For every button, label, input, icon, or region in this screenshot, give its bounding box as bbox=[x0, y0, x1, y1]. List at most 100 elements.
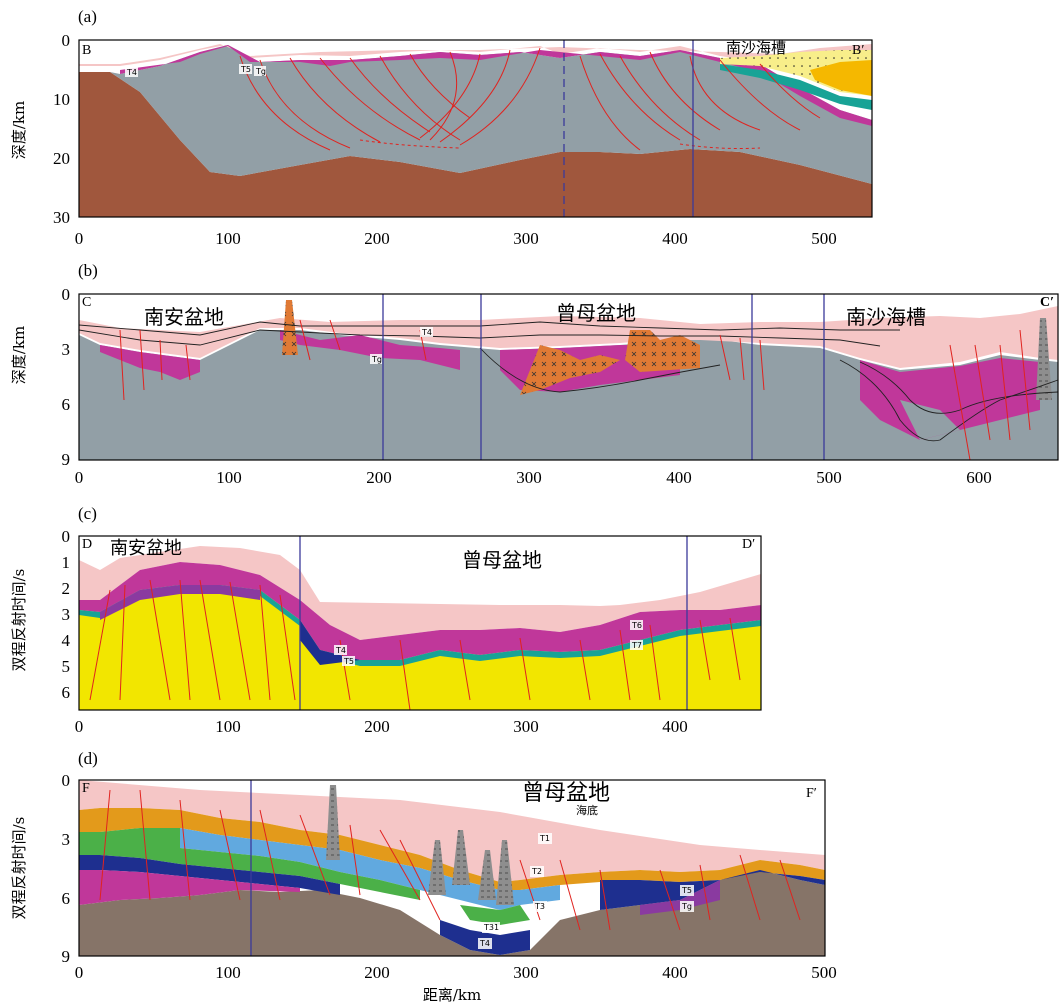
y-tick: 3 bbox=[62, 830, 71, 849]
panel-d-x-ticks: 0 100 200 300 400 500 bbox=[75, 963, 837, 982]
horizon-label: T2 bbox=[531, 867, 542, 876]
horizon-label: T31 bbox=[483, 923, 499, 932]
panel-d-basement bbox=[79, 870, 825, 956]
horizon-label: T3 bbox=[534, 902, 545, 911]
panel-d-region-1: 海底 bbox=[576, 803, 598, 817]
panel-b-faults bbox=[119, 319, 1031, 461]
x-tick: 400 bbox=[662, 229, 688, 248]
panel-c-label: (c) bbox=[78, 504, 97, 523]
panel-b-horizon-labels: T4 Tg bbox=[370, 327, 433, 364]
x-tick: 200 bbox=[364, 717, 390, 736]
y-tick: 2 bbox=[62, 579, 71, 598]
y-tick: 6 bbox=[62, 395, 71, 414]
panel-c-faults bbox=[89, 579, 741, 711]
y-tick: 6 bbox=[62, 683, 71, 702]
panel-a-ylabel: 深度/km bbox=[10, 101, 28, 159]
y-tick: 1 bbox=[62, 553, 71, 572]
y-tick: 30 bbox=[53, 208, 70, 227]
y-tick: 4 bbox=[62, 631, 71, 650]
panel-a-faults bbox=[239, 47, 821, 151]
y-tick: 0 bbox=[62, 285, 71, 304]
panel-d-horizon-labels: T1 T2 T3 T31 T4 T5 Tg bbox=[478, 833, 694, 949]
panel-a-x-ticks: 0 100 200 300 400 500 bbox=[75, 229, 837, 248]
panel-b-y-ticks: 0 3 6 9 bbox=[62, 285, 71, 469]
y-tick: 9 bbox=[62, 947, 71, 966]
x-tick: 0 bbox=[75, 963, 84, 982]
y-tick: 5 bbox=[62, 657, 71, 676]
x-tick: 500 bbox=[811, 963, 837, 982]
panel-d: (d) 双程反射时间/s bbox=[10, 749, 837, 982]
x-tick: 300 bbox=[516, 468, 542, 487]
x-tick: 500 bbox=[811, 229, 837, 248]
y-tick: 3 bbox=[62, 605, 71, 624]
y-tick: 9 bbox=[62, 450, 71, 469]
panel-d-pink bbox=[79, 780, 825, 882]
panel-c-y-ticks: 0 1 2 3 4 5 6 bbox=[62, 527, 71, 702]
y-tick: 0 bbox=[62, 771, 71, 790]
panel-b-ylabel: 深度/km bbox=[10, 326, 28, 384]
panel-c-region-1: 曾母盆地 bbox=[462, 548, 542, 572]
y-tick: 20 bbox=[53, 149, 70, 168]
x-tick: 100 bbox=[215, 229, 241, 248]
horizon-label: T4 bbox=[335, 646, 346, 655]
panel-b-region-2: 南沙海槽 bbox=[846, 305, 926, 329]
horizon-label: Tg bbox=[255, 67, 266, 76]
panel-b-horizon-lines bbox=[78, 321, 1059, 442]
x-tick: 100 bbox=[216, 468, 242, 487]
panel-b-left-end: C bbox=[82, 295, 91, 310]
panel-b-region-1: 曾母盆地 bbox=[556, 301, 636, 325]
panel-b-basement bbox=[79, 330, 1058, 460]
x-tick: 100 bbox=[215, 717, 241, 736]
panel-d-right-end: F′ bbox=[806, 786, 817, 801]
panel-a-region-0: 南沙海槽 bbox=[726, 39, 786, 57]
panel-d-left-end: F bbox=[82, 781, 90, 796]
panel-b-pink bbox=[79, 306, 1058, 368]
panel-a-right-end: B′ bbox=[852, 43, 864, 58]
panel-d-label: (d) bbox=[78, 749, 98, 768]
x-tick: 0 bbox=[75, 468, 84, 487]
x-tick: 100 bbox=[215, 963, 241, 982]
panel-a-label: (a) bbox=[78, 7, 97, 26]
x-tick: 400 bbox=[666, 468, 692, 487]
y-tick: 3 bbox=[62, 340, 71, 359]
panel-d-ylabel: 双程反射时间/s bbox=[10, 817, 28, 920]
panel-a-left-end: B bbox=[82, 43, 91, 58]
panel-c-region-0: 南安盆地 bbox=[110, 538, 182, 559]
y-tick: 10 bbox=[53, 90, 70, 109]
panel-a-basement bbox=[110, 45, 872, 184]
panel-c-left-end: D bbox=[82, 537, 92, 552]
x-tick: 0 bbox=[75, 717, 84, 736]
panel-b: (b) 深度/km bbox=[10, 261, 1059, 487]
x-tick: 0 bbox=[75, 229, 84, 248]
panel-b-label: (b) bbox=[78, 261, 98, 280]
horizon-label: T6 bbox=[631, 621, 642, 630]
panel-b-region-0: 南安盆地 bbox=[144, 305, 224, 329]
panel-c-ylabel: 双程反射时间/s bbox=[10, 569, 28, 672]
x-tick: 400 bbox=[662, 717, 688, 736]
y-tick: 6 bbox=[62, 889, 71, 908]
horizon-label: T4 bbox=[479, 939, 490, 948]
panel-c-yellow bbox=[79, 585, 761, 710]
horizon-label: T7 bbox=[631, 641, 642, 650]
panel-a-mantle bbox=[79, 72, 872, 217]
x-tick: 300 bbox=[513, 963, 539, 982]
x-tick: 200 bbox=[364, 229, 390, 248]
panel-b-right-end: C′ bbox=[1040, 295, 1054, 310]
x-axis-label: 距离/km bbox=[423, 986, 481, 1004]
horizon-label: T1 bbox=[539, 834, 550, 843]
x-tick: 200 bbox=[366, 468, 392, 487]
panel-a: (a) 深度/km bbox=[10, 7, 873, 248]
panel-c: (c) 双程反射时间/s bbox=[10, 504, 762, 736]
x-tick: 500 bbox=[816, 468, 842, 487]
horizon-label: T5 bbox=[240, 65, 251, 74]
panel-c-right-end: D′ bbox=[742, 537, 755, 552]
horizon-label: T5 bbox=[681, 886, 692, 895]
x-tick: 400 bbox=[662, 963, 688, 982]
panel-c-pink bbox=[79, 546, 761, 640]
panel-a-pink bbox=[79, 44, 872, 66]
panel-c-horizon-labels: T4 T5 T6 T7 bbox=[334, 620, 643, 666]
horizon-label: T4 bbox=[126, 68, 137, 77]
horizon-label: Tg bbox=[371, 355, 382, 364]
panel-d-region-0: 曾母盆地 bbox=[522, 781, 610, 806]
